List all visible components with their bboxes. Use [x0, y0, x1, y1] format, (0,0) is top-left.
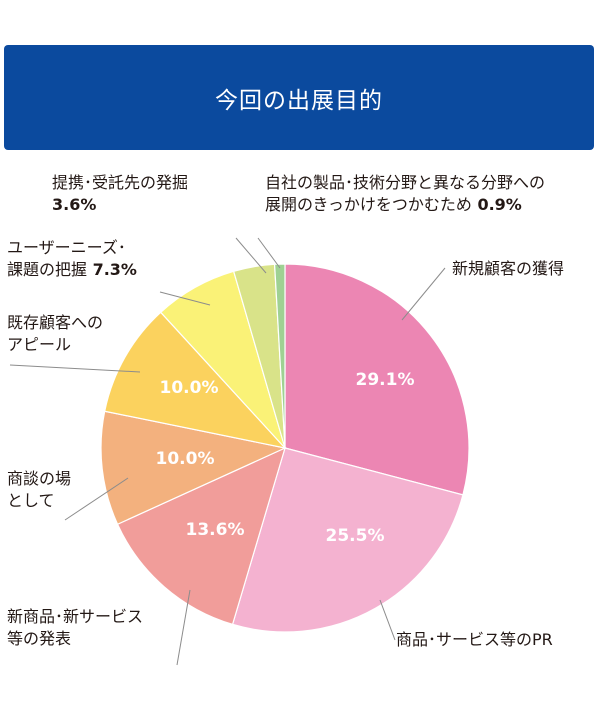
slice-category-label: 商品･サービス等のPR	[396, 630, 553, 649]
pie-slice	[116, 446, 286, 626]
leader-line	[64, 477, 129, 521]
slice-category-label: 新規顧客の獲得	[452, 259, 564, 278]
leader-line	[9, 364, 141, 373]
slice-value-label: 29.1%	[356, 370, 415, 390]
slice-category-label: 商談の場として	[7, 469, 71, 510]
chart-title: 今回の出展目的	[215, 87, 383, 114]
slice-category-label: 新商品･新サービス等の発表	[7, 607, 143, 648]
pie-slice	[284, 263, 470, 496]
slice-category-label: 提携･受託先の発掘 3.6%	[52, 173, 188, 214]
title-banner: 今回の出展目的	[4, 45, 594, 150]
slice-value-label: 13.6%	[186, 520, 245, 540]
leader-line	[159, 291, 211, 306]
leader-line	[176, 589, 191, 666]
slice-value-label: 25.5%	[326, 526, 385, 546]
leader-line	[235, 237, 267, 274]
leader-line	[379, 599, 396, 641]
slice-value-label: 10.0%	[160, 378, 219, 398]
slice-category-label: 自社の製品･技術分野と異なる分野への展開のきっかけをつかむため 0.9%	[265, 173, 545, 214]
slice-value-label: 10.0%	[156, 449, 215, 469]
leader-line	[257, 237, 281, 269]
slice-category-label: 既存顧客へのアピール	[7, 313, 103, 354]
pie-slice	[100, 410, 287, 526]
leader-line	[401, 267, 446, 321]
slice-category-label: ユーザーニーズ･課題の把握 7.3%	[7, 238, 137, 279]
pie-slice	[273, 263, 286, 449]
pie-slice	[231, 447, 464, 633]
pie-slice	[103, 311, 287, 449]
